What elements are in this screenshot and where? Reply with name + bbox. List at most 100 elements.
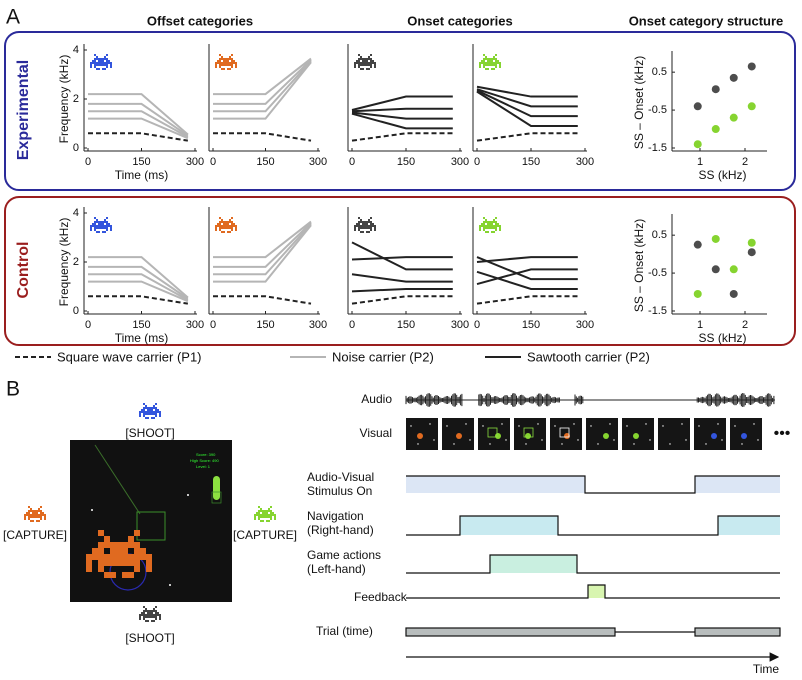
frame-sprite (417, 433, 423, 439)
scatter-point (747, 102, 756, 111)
frame-star (757, 439, 759, 441)
frame (694, 418, 726, 450)
ship-indicator (213, 476, 220, 500)
frame-star (410, 425, 412, 427)
series-line (213, 295, 312, 305)
frame-sprite (741, 433, 747, 439)
series-line (476, 256, 578, 281)
x-tick-label: 300 (309, 319, 327, 331)
x-tick-label: 0 (210, 156, 216, 168)
series-line (213, 224, 312, 283)
frame-star (482, 425, 484, 427)
frame-star (753, 423, 755, 425)
frame-star (597, 443, 599, 445)
frame-sprite (603, 433, 609, 439)
y-axis-label: SS – Onset (kHz) (632, 56, 646, 149)
column-header: Onset category structure (629, 13, 784, 28)
frame-star (698, 425, 700, 427)
hud-text: Score: 390 (196, 452, 216, 457)
frame-target (487, 427, 498, 438)
series-line (351, 111, 453, 120)
series-line (351, 273, 453, 283)
series-line (213, 222, 312, 268)
star (91, 509, 93, 511)
x-tick-label: 0 (85, 156, 91, 168)
x-axis-label: Time (ms) (115, 168, 169, 182)
legend: Square wave carrier (P1) Noise carrier (P… (15, 349, 650, 364)
timeline-label: (Right-hand) (307, 523, 374, 537)
visual-frames (406, 418, 762, 450)
series-line (351, 112, 453, 130)
frame-star (469, 439, 471, 441)
series-line (213, 59, 312, 105)
x-tick-label: 2 (742, 156, 748, 168)
frame (658, 418, 690, 450)
x-tick-label: 150 (256, 319, 274, 331)
series-line (213, 220, 312, 259)
frame-star (590, 425, 592, 427)
category-icon (90, 217, 112, 233)
series-line (88, 280, 189, 303)
frame-star (609, 423, 611, 425)
series-line (213, 61, 312, 120)
legend-label: Noise carrier (P2) (332, 349, 434, 364)
frame-sprite (456, 433, 462, 439)
x-axis-label: SS (kHz) (699, 331, 747, 345)
hud-text: Level: 1 (196, 464, 211, 469)
ellipsis: ••• (774, 425, 791, 442)
frame (478, 418, 510, 450)
frame-star (537, 423, 539, 425)
timeline-label: Game actions (307, 548, 381, 562)
navigation-trace (406, 515, 780, 536)
y-tick-label: -1.5 (648, 305, 667, 317)
x-tick-label: 2 (742, 319, 748, 331)
x-tick-label: 0 (349, 156, 355, 168)
target-box (136, 511, 166, 541)
x-tick-label: 0 (85, 319, 91, 331)
audio-waveform (405, 393, 775, 407)
series-line (351, 107, 453, 113)
scatter-point (747, 62, 756, 71)
frame-sprite (564, 433, 570, 439)
category-icon (479, 54, 501, 70)
y-axis-label: Frequency (kHz) (57, 55, 71, 144)
frame-star (573, 423, 575, 425)
x-tick-label: 150 (256, 156, 274, 168)
frame-star (433, 439, 435, 441)
x-tick-label: 150 (397, 319, 415, 331)
frame-star (417, 443, 419, 445)
event-traces (405, 475, 781, 662)
frame-star (662, 425, 664, 427)
series-line (476, 90, 578, 127)
frame-star (505, 439, 507, 441)
series-line (88, 117, 189, 140)
frame-star (446, 425, 448, 427)
star (187, 494, 189, 496)
series-line (213, 223, 312, 276)
row-label: Control (15, 242, 32, 299)
frame-star (649, 439, 651, 441)
y-tick-label: 4 (73, 207, 79, 219)
y-axis-label: Frequency (kHz) (57, 218, 71, 307)
frame-star (721, 439, 723, 441)
x-tick-label: 0 (474, 319, 480, 331)
time-axis-label: Time (753, 662, 780, 676)
scatter-point (747, 238, 756, 247)
x-tick-label: 0 (349, 319, 355, 331)
panel-label: A (6, 6, 20, 29)
series-line (88, 102, 189, 137)
x-tick-label: 150 (132, 319, 150, 331)
trace-fill (406, 476, 585, 493)
scatter-point (747, 248, 756, 257)
y-tick-label: 0.5 (652, 229, 667, 241)
frame-star (429, 423, 431, 425)
scatter-point (711, 125, 720, 134)
panel-label: B (6, 378, 20, 401)
series-line (88, 273, 189, 301)
frame-sprite (495, 433, 501, 439)
x-tick-label: 300 (451, 319, 469, 331)
trace-fill (460, 516, 558, 535)
scatter-point (729, 265, 738, 274)
series-line (88, 295, 189, 305)
frame-star (518, 425, 520, 427)
